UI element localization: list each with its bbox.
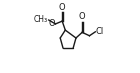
- Text: Cl: Cl: [96, 27, 104, 36]
- Text: O: O: [48, 19, 55, 28]
- Text: O: O: [78, 12, 85, 21]
- Text: O: O: [58, 3, 65, 12]
- Text: CH₃: CH₃: [34, 15, 48, 24]
